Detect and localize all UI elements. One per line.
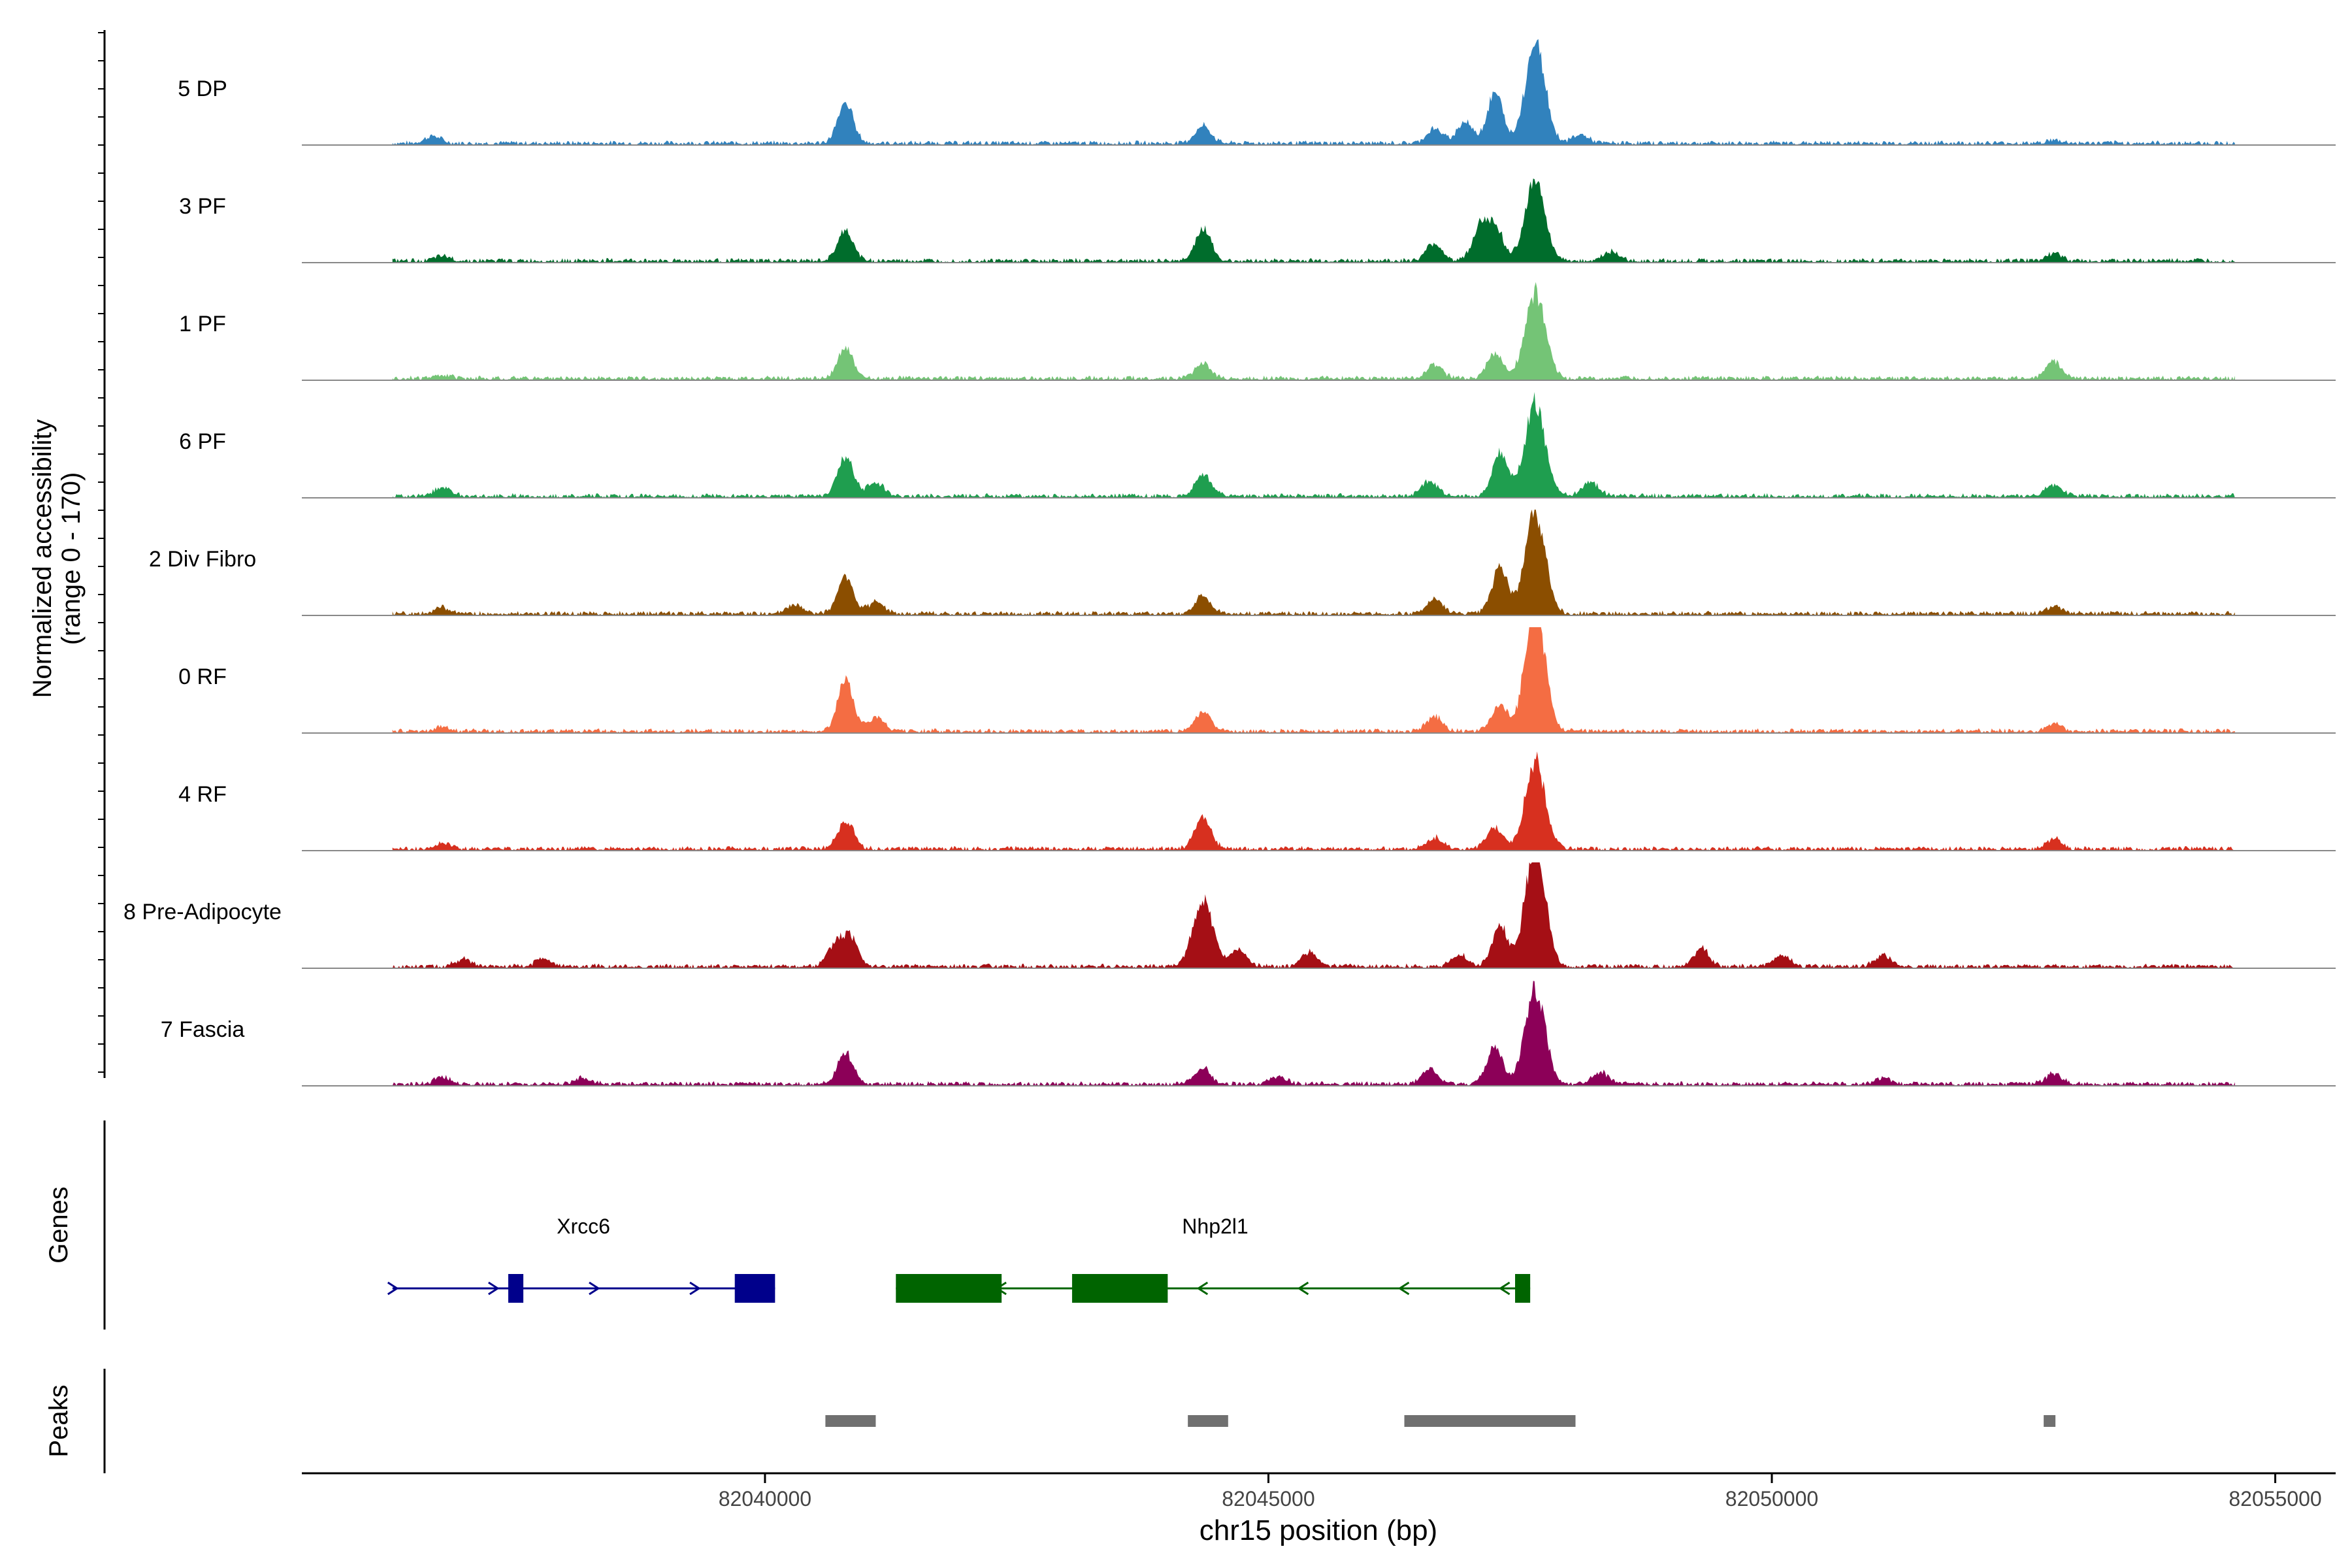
- track-label: 1 PF: [179, 312, 226, 336]
- peak-region: [1404, 1415, 1576, 1427]
- exon: [508, 1274, 524, 1303]
- coverage-area: [392, 282, 2235, 380]
- track-label: 3 PF: [179, 194, 226, 219]
- y-axis-title-line1: Normalized accessibility: [28, 419, 57, 698]
- strand-arrow: [1397, 1281, 1410, 1296]
- track-label: 4 RF: [178, 782, 227, 807]
- gene-label: Nhp2l1: [1182, 1215, 1248, 1238]
- track-label: 2 Div Fibro: [149, 547, 256, 572]
- peaks-panel-label: Peaks: [44, 1384, 73, 1457]
- peak-region: [2044, 1415, 2056, 1427]
- coverage-area: [392, 751, 2235, 851]
- coverage-area: [392, 627, 2235, 733]
- coverage-area: [392, 981, 2235, 1086]
- track-label: 6 PF: [179, 429, 226, 454]
- coverage-tracks: 5 DP 3 PF 1 PF 6 PF 2 Div Fibro 0 RF 4 RF 8 Pre…: [123, 39, 2336, 1086]
- track-label: 7 Fascia: [161, 1017, 245, 1042]
- exon: [1071, 1274, 1168, 1303]
- track-5-dp: 5 DP: [178, 39, 2336, 146]
- x-tick-label: 82055000: [2229, 1487, 2321, 1511]
- strand-arrow: [1498, 1281, 1511, 1296]
- strand-arrow: [995, 1281, 1007, 1296]
- exon: [896, 1274, 1002, 1303]
- exon: [1515, 1274, 1531, 1303]
- strand-arrow: [1297, 1281, 1309, 1296]
- track-8-pre-adipocyte: 8 Pre-Adipocyte: [123, 862, 2336, 969]
- x-axis-ticks: 82040000 82045000 82050000 82055000: [719, 1473, 2322, 1511]
- track-7-fascia: 7 Fascia: [161, 981, 2336, 1086]
- peak-regions: [825, 1415, 2056, 1427]
- coverage-area: [392, 392, 2235, 498]
- track-6-pf: 6 PF: [179, 392, 2336, 498]
- track-label: 5 DP: [178, 76, 227, 101]
- strand-arrow: [1196, 1281, 1209, 1296]
- coverage-area: [392, 39, 2235, 145]
- track-0-rf: 0 RF: [178, 627, 2336, 734]
- track-label: 8 Pre-Adipocyte: [123, 900, 282, 924]
- genes-panel-label: Genes: [44, 1186, 73, 1264]
- strand-arrow: [689, 1281, 701, 1296]
- y-axis-title-line2: (range 0 - 170): [57, 472, 86, 645]
- gene-nhp2l1: Nhp2l1: [896, 1215, 1531, 1303]
- gene-label: Xrcc6: [557, 1215, 610, 1238]
- track-3-pf: 3 PF: [179, 178, 2336, 263]
- peak-region: [825, 1415, 876, 1427]
- coverage-area: [392, 862, 2235, 968]
- gene-xrcc6: Xrcc6: [387, 1215, 776, 1303]
- strand-arrow: [487, 1281, 500, 1296]
- track-1-pf: 1 PF: [179, 282, 2336, 381]
- x-tick-label: 82040000: [719, 1487, 811, 1511]
- track-label: 0 RF: [178, 664, 227, 689]
- x-axis-title: chr15 position (bp): [1200, 1514, 1437, 1546]
- track-4-rf: 4 RF: [178, 751, 2336, 851]
- x-tick-label: 82050000: [1725, 1487, 1818, 1511]
- track-2-div-fibro: 2 Div Fibro: [149, 510, 2336, 616]
- strand-arrow: [589, 1281, 600, 1296]
- coverage-y-ticks: [98, 32, 105, 1073]
- exon: [734, 1274, 776, 1303]
- strand-arrow: [387, 1281, 399, 1296]
- x-tick-label: 82045000: [1222, 1487, 1315, 1511]
- gene-annotations: Xrcc6 Nhp2l1: [387, 1215, 1531, 1303]
- peak-region: [1188, 1415, 1228, 1427]
